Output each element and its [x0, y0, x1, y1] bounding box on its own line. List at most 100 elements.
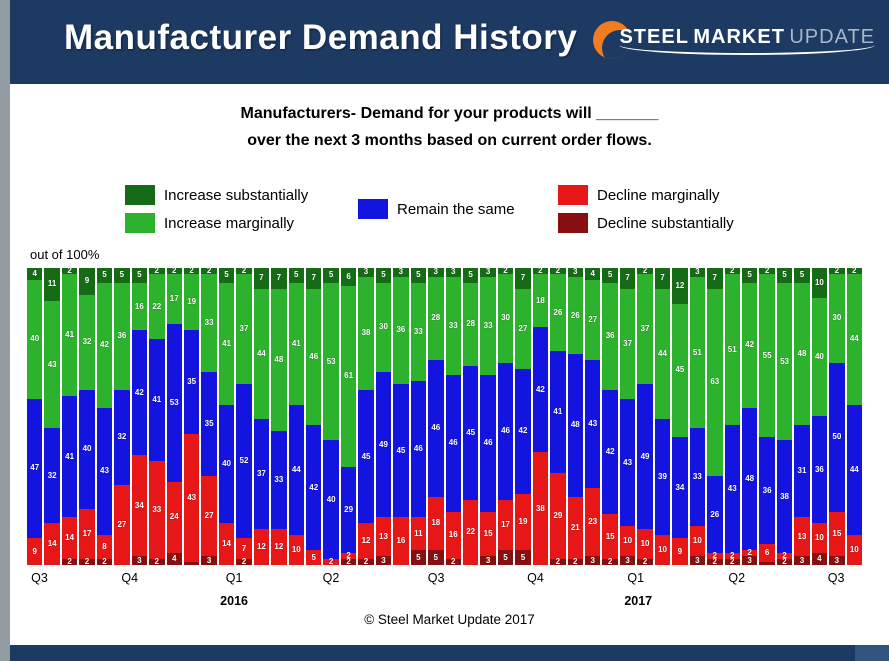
bar: 5 36 32 27	[114, 268, 130, 565]
segment-value: 33	[204, 317, 214, 327]
bar: 3 33 46 15 3	[480, 268, 496, 565]
segment-value: 27	[518, 323, 528, 333]
legend-label: Remain the same	[397, 200, 515, 218]
segment-value: 3	[433, 267, 439, 277]
segment-value: 46	[448, 438, 458, 448]
bar: 5 33 46 11 5	[410, 268, 427, 565]
bar: 2 26 41 29 2	[550, 266, 566, 566]
segment-value: 28	[431, 313, 441, 323]
segment-value: 45	[466, 427, 476, 437]
segment-value: 40	[30, 334, 40, 344]
bar: 7 44 37 12	[253, 268, 270, 565]
bar-segment: 3	[567, 268, 583, 277]
segment-value: 12	[274, 542, 284, 552]
segment-value: 34	[134, 500, 144, 510]
segment-value: 11	[414, 528, 423, 538]
bar: 2 41 41 14 2	[61, 266, 78, 566]
segment-value: 42	[745, 340, 755, 350]
segment-value: 41	[553, 407, 563, 417]
bar-segment: 5	[515, 550, 531, 565]
bar: 7 27 42 19 5	[515, 268, 531, 565]
segment-value: 24	[169, 512, 179, 522]
segment-value: 36	[396, 325, 406, 335]
segment-value: 2	[712, 551, 718, 561]
bar-segment: 44	[654, 288, 671, 420]
legend-item-increase-marginally: Increase marginally	[125, 213, 294, 233]
segment-value: 26	[553, 307, 563, 317]
bar-segment: 28	[462, 282, 479, 366]
segment-value: 38	[780, 491, 789, 501]
segment-value: 42	[134, 387, 144, 397]
segment-value: 42	[535, 384, 545, 394]
bar-segment: 42	[96, 282, 113, 408]
segment-value: 27	[117, 519, 127, 529]
legend-swatch	[358, 199, 388, 219]
segment-value: 33	[152, 505, 162, 515]
bar-segment: 2	[340, 558, 357, 566]
segment-value: 5	[224, 270, 229, 280]
segment-value: 19	[187, 297, 197, 307]
bar: 7 63 26 2 2	[707, 268, 723, 566]
page-title: Manufacturer Demand History	[64, 18, 578, 57]
bar-segment: 33	[410, 282, 427, 381]
segment-value: 40	[326, 494, 336, 504]
bar-segment: 3	[585, 556, 601, 565]
bar-segment: 22	[149, 273, 165, 340]
logo-underline	[619, 43, 875, 55]
segment-value: 15	[605, 531, 615, 541]
bar: 10 40 36 10 4	[811, 268, 828, 565]
bar-segment: 7	[515, 268, 531, 289]
bar-segment: 18	[532, 273, 549, 328]
bar-segment: 28	[428, 276, 444, 361]
bar-segment: 2	[776, 558, 793, 566]
segment-value: 22	[152, 301, 162, 311]
segment-value: 48	[797, 349, 807, 359]
legend-swatch	[558, 185, 588, 205]
bar-segment: 2	[323, 558, 339, 566]
bar-segment: 29	[550, 472, 566, 560]
bar-segment: 36	[759, 437, 775, 545]
segment-value: 15	[832, 528, 842, 538]
bar: 2 55 36 6	[759, 266, 775, 565]
bar-segment: 7	[707, 268, 723, 289]
bar-segment: 36	[811, 416, 828, 524]
segment-value: 2	[607, 557, 613, 566]
bar-segment: 8	[96, 535, 113, 560]
bar-segment: 7	[253, 268, 270, 289]
bar-segment: 3	[131, 556, 148, 565]
bar-segment: 35	[201, 371, 217, 476]
bar-segment: 5	[794, 268, 810, 283]
year-label: 2016	[220, 594, 248, 608]
bar-segment: 3	[393, 268, 409, 277]
segment-value: 7	[241, 543, 247, 553]
segment-value: 2	[729, 551, 735, 561]
bar: 7 46 42 5	[306, 268, 322, 565]
bar: 2 51 43 2 2	[724, 266, 740, 566]
x-axis-label: Q4	[527, 571, 544, 585]
x-axis-label: Q4	[121, 571, 139, 585]
segment-value: 2	[782, 551, 787, 561]
bar: 5 48 31 13 3	[794, 268, 810, 565]
bar: 5 41 40 14	[218, 268, 235, 565]
segment-value: 44	[291, 464, 301, 474]
bar-segment: 2	[79, 558, 95, 566]
legend-item-decline-substantially: Decline substantially	[558, 213, 734, 233]
bar-segment: 43	[183, 434, 200, 562]
bar-segment: 53	[776, 282, 793, 441]
bar-segment: 13	[375, 517, 392, 557]
bar-segment: 3	[375, 556, 392, 565]
header-bar: Manufacturer Demand History STEEL MARKET…	[10, 0, 889, 84]
bar-segment: 2	[707, 551, 723, 561]
segment-value: 5	[311, 552, 316, 562]
bar: 9 32 40 17 2	[79, 268, 95, 566]
bar-segment: 3	[794, 556, 810, 565]
segment-value: 45	[361, 451, 371, 461]
segment-value: 2	[241, 557, 247, 566]
segment-value: 33	[692, 472, 702, 482]
segment-value: 44	[849, 464, 859, 474]
segment-value: 7	[276, 273, 282, 283]
segment-value: 2	[154, 557, 160, 566]
bar-segment: 26	[550, 273, 566, 352]
bar-segment: 27	[515, 288, 531, 369]
bar: 3 38 45 12 2	[358, 268, 374, 566]
